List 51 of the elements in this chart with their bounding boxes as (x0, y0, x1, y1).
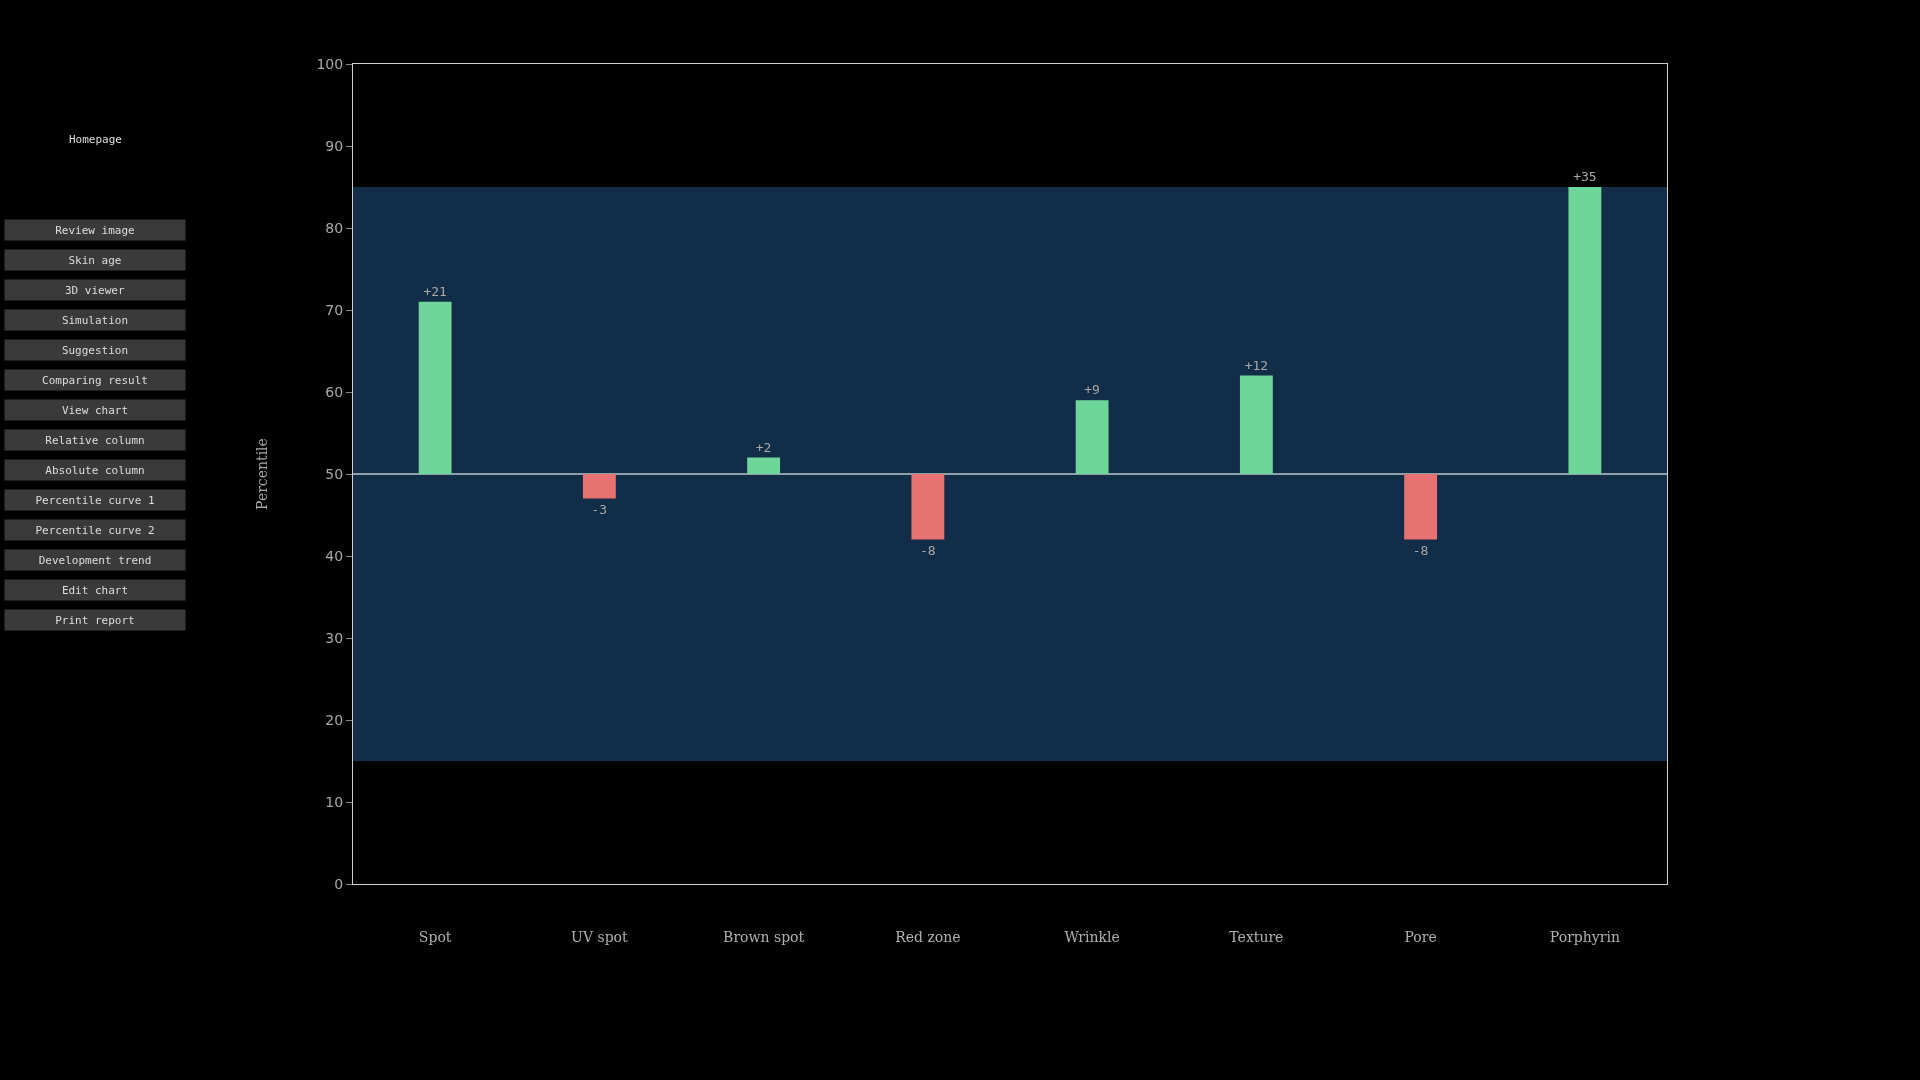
y-tick-label: 60 (325, 383, 344, 400)
bar (1075, 400, 1109, 474)
y-tick-label: 50 (325, 465, 344, 482)
x-tick-label: Spot (418, 928, 452, 945)
bar (1239, 375, 1273, 474)
data-label: -3 (591, 501, 608, 517)
y-tick-label: 70 (325, 301, 344, 318)
data-label: -8 (1412, 542, 1429, 558)
x-tick-label: Porphyrin (1549, 928, 1620, 945)
data-label: +12 (1244, 357, 1269, 373)
y-tick-label: 0 (334, 875, 344, 892)
data-label: +9 (1084, 382, 1100, 398)
text: Homepage (69, 133, 122, 146)
text: Print report (55, 613, 135, 627)
data-label: -8 (920, 542, 936, 558)
text: Simulation (61, 313, 129, 327)
text: Development trend (38, 553, 152, 567)
text: Edit chart (61, 583, 129, 597)
x-tick-label: Red zone (895, 928, 961, 945)
x-tick-label: Wrinkle (1064, 928, 1120, 945)
y-tick-label: 40 (325, 547, 344, 564)
text: Absolute column (45, 463, 145, 477)
text: View chart (61, 403, 129, 417)
x-tick-label: Brown spot (723, 928, 805, 945)
y-tick-label: 80 (325, 219, 344, 236)
data-label: +2 (755, 439, 772, 455)
text: Relative column (45, 433, 145, 447)
bar (582, 474, 616, 499)
y-tick-label: 30 (325, 629, 344, 646)
text: Suggestion (61, 343, 129, 357)
data-label: +21 (423, 283, 447, 299)
x-tick-label: UV spot (571, 928, 629, 945)
y-tick-label: 10 (325, 793, 344, 810)
bar (911, 474, 945, 540)
y-tick-label: 20 (325, 711, 344, 728)
y-tick-label: 100 (316, 55, 344, 72)
bar (1568, 187, 1602, 474)
bar (747, 457, 781, 474)
y-tick-label: 90 (325, 137, 344, 154)
text: Percentile curve 1 (35, 493, 155, 507)
text: Comparing result (42, 373, 148, 387)
y-axis-title: Percentile (254, 438, 271, 510)
x-tick-label: Texture (1229, 928, 1284, 945)
text: Skin age (68, 253, 122, 267)
x-tick-label: Pore (1404, 928, 1437, 945)
bar (418, 301, 452, 474)
text: Review image (55, 223, 135, 237)
text: 3D viewer (65, 283, 125, 297)
bar (1404, 474, 1438, 540)
text: Percentile curve 2 (35, 523, 155, 537)
data-label: +35 (1573, 169, 1597, 184)
